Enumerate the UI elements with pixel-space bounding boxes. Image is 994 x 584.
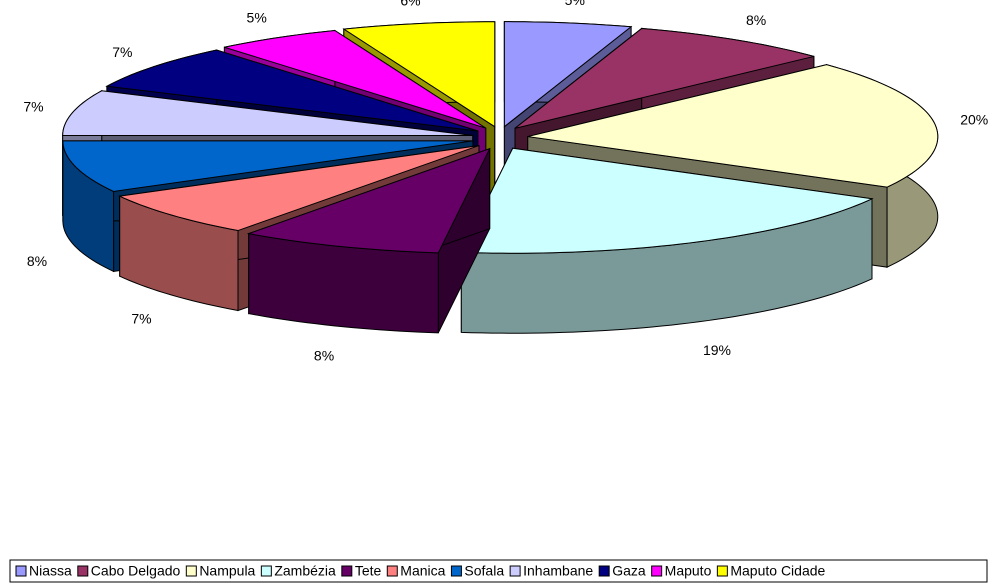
legend-item: Maputo Cidade [717,563,825,579]
page: {"chart_data": {"type": "pie", "three_d"… [0,0,994,584]
legend-label: Manica [400,563,445,579]
data-label: 8% [314,347,334,363]
pie [63,22,938,334]
legend-swatch [599,566,609,576]
legend-label: Gaza [612,563,646,579]
legend-item: Inhambane [510,563,593,579]
data-label: 7% [131,310,151,326]
legend-item: Cabo Delgado [78,563,181,579]
legend-label: Niassa [29,563,72,579]
data-label: 19% [703,342,731,358]
legend-label: Zambézia [274,563,336,579]
legend: Niassa Cabo Delgado Nampula Zambézia Tete Man… [16,563,826,579]
legend-label: Inhambane [523,563,593,579]
legend-swatch [78,566,88,576]
legend-swatch [510,566,520,576]
data-label: 5% [247,10,267,26]
data-label: 8% [746,12,766,28]
legend-swatch [387,566,397,576]
legend-swatch [342,566,352,576]
legend-swatch [186,566,196,576]
legend-swatch [16,566,26,576]
data-label: 20% [960,111,988,127]
legend-label: Maputo Cidade [730,563,825,579]
legend-swatch [717,566,727,576]
legend-label: Tete [355,563,382,579]
data-label: 8% [27,253,47,269]
legend-swatch [652,566,662,576]
legend-swatch [451,566,461,576]
data-label: 6% [400,0,420,9]
legend-label: Cabo Delgado [91,563,181,579]
chart: 5% 8% 20% 19% 8% 7% 8% 7% 7% 5% 6% Niassa Cabo Delg… [0,0,994,584]
data-label: 7% [112,44,132,60]
legend-label: Nampula [199,563,255,579]
data-label: 5% [565,0,585,8]
legend-label: Sofala [464,563,504,579]
legend-label: Maputo [665,563,712,579]
data-label: 7% [23,98,43,114]
legend-swatch [261,566,271,576]
